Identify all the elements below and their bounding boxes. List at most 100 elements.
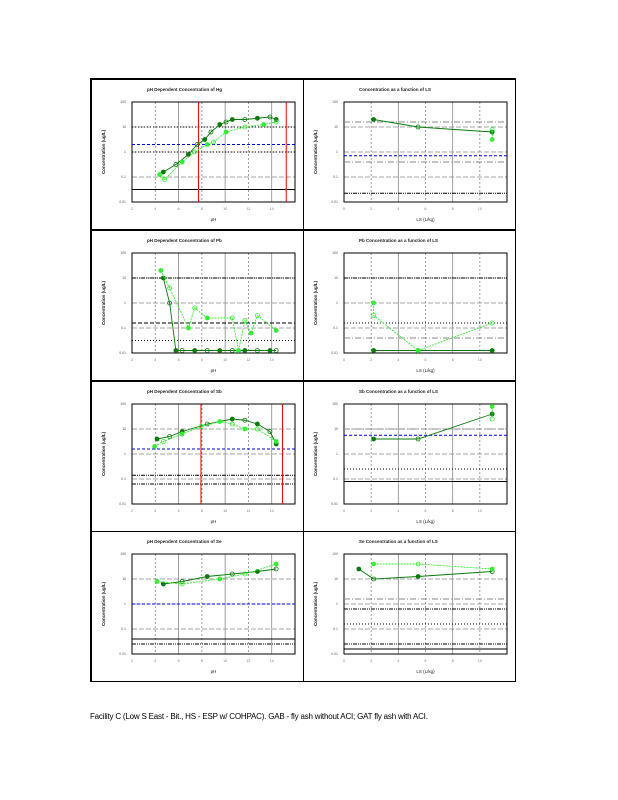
data-point-GAT [192, 305, 198, 311]
x-tick-label: 12 [246, 207, 250, 211]
chart-svg: 0 2 4 6 8 10 0.01 0.1 1 10 100 Pb Concentration as … [313, 238, 508, 373]
y-tick-label: 0.01 [119, 652, 126, 656]
data-point-GAB [371, 117, 377, 122]
x-tick-label: 10 [223, 659, 227, 663]
x-tick-label: 0 [343, 358, 345, 362]
x-tick-label: 12 [246, 509, 250, 513]
x-tick-label: 4 [154, 207, 156, 211]
chart-title: Sb Concentration as a function of LS [359, 389, 438, 394]
x-tick-label: 8 [201, 358, 203, 362]
data-point-GAT [489, 137, 495, 142]
x-tick-label: 2 [370, 207, 372, 211]
chart-panel-4: 0 2 4 6 8 10 0.01 0.1 1 10 100 Pb Concentration as … [303, 230, 516, 381]
y-tick-label: 10 [334, 125, 338, 129]
data-point-GAT [186, 325, 191, 331]
plot-area [343, 403, 508, 505]
series-line-GAT [373, 303, 493, 352]
chart-title: pH Dependent Concentration of Pb [147, 238, 222, 243]
x-tick-label: 4 [154, 509, 156, 513]
data-point-GAB [489, 348, 495, 353]
data-point-GAT [236, 348, 241, 353]
y-tick-label: 1 [124, 150, 126, 154]
data-point-GAB [242, 348, 248, 353]
chart-svg: 0 2 4 6 8 10 0.01 0.1 1 10 100 Concentration as a f… [313, 87, 508, 222]
y-tick-label: 0.1 [121, 326, 126, 330]
data-point-GAT [242, 571, 248, 577]
data-point-GAT [273, 328, 279, 333]
y-tick-label: 0.01 [119, 351, 126, 355]
data-point-GAT [273, 561, 279, 567]
data-point-GAB [371, 348, 377, 353]
y-axis-label: Concentration (ug/L) [101, 581, 106, 626]
y-axis-label: Concentration (ug/L) [101, 129, 106, 174]
x-tick-label: 6 [425, 207, 427, 211]
x-tick-label: 14 [270, 659, 274, 663]
data-point-GAT [229, 315, 235, 321]
data-point-GAB [167, 300, 173, 306]
x-tick-label: 4 [154, 659, 156, 663]
y-tick-label: 0.01 [331, 652, 338, 656]
data-point-GAT [217, 576, 223, 582]
data-point-GAB [254, 348, 260, 353]
x-tick-label: 6 [178, 509, 180, 513]
data-point-GAT [489, 404, 495, 409]
data-point-GAB [229, 416, 235, 422]
data-point-GAT [229, 421, 235, 427]
x-tick-label: 2 [131, 659, 133, 663]
x-axis-label: LS (L/kg) [416, 217, 435, 222]
x-tick-label: 0 [343, 509, 345, 513]
data-point-GAB [254, 421, 260, 427]
x-tick-label: 14 [270, 509, 274, 513]
chart-svg: 0 2 4 6 8 10 0.01 0.1 1 10 100 Sb Concentration as … [313, 389, 508, 524]
x-tick-label: 6 [178, 358, 180, 362]
x-axis-label: LS (L/kg) [416, 368, 435, 373]
data-point-GAT [217, 419, 223, 424]
y-tick-label: 100 [332, 552, 338, 556]
x-tick-label: 10 [223, 358, 227, 362]
x-tick-label: 8 [201, 659, 203, 663]
data-point-GAT [371, 300, 377, 306]
x-tick-label: 14 [270, 358, 274, 362]
data-point-GAB [242, 417, 248, 423]
chart-title: pH Dependent Concentration of Sb [147, 389, 222, 394]
data-point-GAT [157, 172, 162, 177]
x-tick-label: 10 [478, 358, 482, 362]
y-axis-label: Concentration (ug/L) [313, 431, 318, 476]
chart-title: Se Concentration as a function of LS [359, 539, 438, 544]
x-tick-label: 12 [246, 358, 250, 362]
x-axis-label: pH [211, 519, 217, 524]
series-line-GAT [159, 121, 277, 181]
x-tick-label: 6 [425, 659, 427, 663]
figure-caption: Facility C (Low S East - Bit., HS - ESP … [90, 712, 428, 721]
y-tick-label: 1 [336, 602, 338, 606]
data-point-GAT [273, 119, 279, 125]
y-tick-label: 100 [120, 402, 126, 406]
data-point-GAT [242, 124, 248, 130]
x-tick-label: 12 [246, 659, 250, 663]
data-point-GAB [273, 348, 279, 353]
data-point-GAT [415, 348, 421, 353]
data-point-GAB [154, 436, 160, 442]
data-point-GAT [179, 431, 185, 437]
x-tick-label: 2 [131, 358, 133, 362]
y-axis-label: Concentration (ug/L) [313, 129, 318, 174]
x-tick-label: 8 [201, 207, 203, 211]
y-tick-label: 0.01 [119, 200, 126, 204]
x-tick-label: 10 [223, 207, 227, 211]
data-point-GAT [273, 439, 279, 444]
series-line-GAB [358, 568, 493, 580]
chart-svg: 2 4 6 8 10 12 14 0.01 0.1 1 10 100 pH Dependent Conc… [101, 87, 296, 222]
x-tick-label: 10 [478, 207, 482, 211]
y-tick-label: 10 [122, 427, 126, 431]
series-line-GAT [373, 563, 493, 570]
x-tick-label: 6 [178, 207, 180, 211]
y-tick-label: 0.01 [331, 200, 338, 204]
data-point-GAB [415, 124, 421, 130]
data-point-GAB [371, 436, 377, 442]
plot-area [343, 101, 508, 203]
y-tick-label: 100 [120, 552, 126, 556]
y-tick-label: 10 [334, 276, 338, 280]
data-point-GAT [179, 159, 185, 165]
chart-panel-6: 0 2 4 6 8 10 0.01 0.1 1 10 100 Sb Concentration as … [303, 381, 516, 532]
y-tick-label: 100 [332, 100, 338, 104]
